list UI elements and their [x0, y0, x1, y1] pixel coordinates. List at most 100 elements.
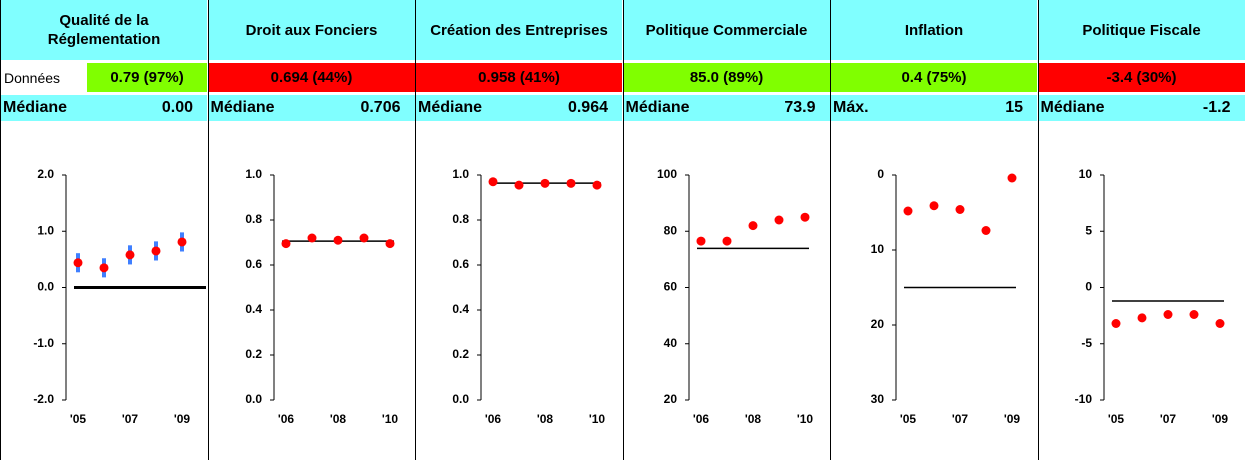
panel-title: Inflation — [831, 0, 1037, 60]
y-tick-label: 0 — [877, 167, 884, 181]
point — [73, 258, 83, 268]
y-tick-label: 0.0 — [37, 280, 54, 294]
y-tick-label: 0.2 — [452, 347, 469, 361]
x-tick-label: '06 — [485, 412, 502, 426]
panel: Politique Fiscale -3.4 (30%) Médiane -1.2 -1… — [1037, 0, 1245, 460]
point — [151, 246, 161, 256]
median-value: 0.964 — [567, 99, 608, 116]
x-tick-label: '06 — [692, 412, 709, 426]
point — [540, 178, 550, 188]
median-value: -1.2 — [1202, 99, 1231, 116]
point — [385, 239, 394, 249]
y-tick-label: 30 — [871, 392, 885, 406]
status-value: 0.79 (97%) — [87, 63, 207, 92]
y-tick-label: -5 — [1081, 336, 1092, 350]
y-tick-label: 0.6 — [452, 257, 469, 271]
median-row: Médiane 0.00 — [1, 95, 207, 121]
point — [1163, 310, 1172, 319]
median-label: Máx. — [833, 99, 869, 116]
panel: Qualité de la Réglementation 0.79 (97%) Do… — [0, 0, 207, 460]
x-tick-label: '05 — [70, 412, 87, 426]
panel-title: Droit aux Fonciers — [208, 0, 415, 60]
y-tick-label: 100 — [656, 167, 676, 181]
x-tick-label: '08 — [744, 412, 761, 426]
y-tick-label: 0.2 — [245, 347, 262, 361]
point — [800, 212, 809, 222]
x-tick-label: '07 — [952, 412, 969, 426]
x-tick-label: '09 — [174, 412, 191, 426]
point — [592, 180, 602, 190]
median-value: 15 — [1005, 99, 1023, 116]
y-tick-label: 60 — [663, 280, 677, 294]
x-tick-label: '10 — [589, 412, 606, 426]
x-tick-label: '07 — [1159, 412, 1176, 426]
y-tick-label: 20 — [871, 317, 885, 331]
point — [177, 237, 187, 247]
chart: -10 -5 0 5 10 '05 '07 '09 — [1074, 167, 1228, 426]
y-tick-label: 1.0 — [452, 167, 469, 181]
y-tick-label: 0.6 — [245, 257, 262, 271]
point — [1137, 313, 1146, 323]
panel: Droit aux Fonciers 0.694 (44%) Médiane 0.70… — [207, 0, 415, 460]
point — [929, 201, 939, 211]
chart: -2.0 -1.0 0.0 1.0 2.0 '05 '07 '09 — [33, 167, 206, 426]
point — [359, 233, 368, 243]
panel-title: Politique Commerciale — [623, 0, 830, 60]
y-tick-label: 10 — [1078, 167, 1092, 181]
panel-title: Politique Fiscale — [1038, 0, 1245, 60]
x-tick-label: '09 — [1211, 412, 1228, 426]
point — [955, 205, 965, 214]
y-tick-label: 0 — [1085, 280, 1092, 294]
point — [1007, 173, 1017, 183]
chart: 20 40 60 80 100 '06 '08 '10 — [656, 167, 813, 426]
data-label: Données — [1, 63, 87, 92]
y-tick-label: 1.0 — [37, 223, 54, 237]
x-tick-label: '09 — [1004, 412, 1021, 426]
panel-title: Qualité de la Réglementation — [1, 0, 207, 60]
panel-title: Création des Entreprises — [416, 0, 622, 60]
status-value: 85.0 (89%) — [623, 63, 830, 92]
panel: Politique Commerciale 85.0 (89%) Médiane 73… — [622, 0, 830, 460]
median-row: Médiane 0.706 — [208, 95, 415, 121]
x-tick-label: '08 — [329, 412, 346, 426]
y-tick-label: 1.0 — [245, 167, 262, 181]
status-value: 0.4 (75%) — [831, 63, 1037, 92]
point — [1215, 319, 1224, 328]
y-tick-label: 0.0 — [452, 392, 469, 406]
status-value: 0.694 (44%) — [208, 63, 415, 92]
y-tick-label: 2.0 — [37, 167, 54, 181]
median-row: Máx. 15 — [831, 95, 1037, 121]
median-value: 0.706 — [360, 99, 401, 116]
point — [99, 263, 109, 273]
median-label: Médiane — [418, 99, 483, 116]
point — [1111, 319, 1120, 328]
point — [488, 177, 498, 187]
point — [981, 226, 991, 235]
status-value: 0.958 (41%) — [416, 63, 622, 92]
median-label: Médiane — [3, 99, 68, 116]
median-value: 0.00 — [161, 99, 193, 116]
point — [722, 236, 731, 246]
x-tick-label: '08 — [537, 412, 554, 426]
point — [1189, 310, 1198, 319]
y-tick-label: 5 — [1085, 223, 1092, 237]
median-row: Médiane 0.964 — [416, 95, 622, 121]
y-tick-label: 80 — [663, 223, 677, 237]
point — [696, 236, 705, 246]
y-tick-label: 10 — [871, 242, 885, 256]
y-tick-label: 20 — [663, 392, 677, 406]
point — [333, 235, 342, 245]
y-tick-label: 0.8 — [452, 212, 469, 226]
chart: 0.0 0.2 0.4 0.6 0.8 1.0 '06 '08 '10 — [452, 167, 606, 426]
median-label: Médiane — [210, 99, 275, 116]
median-label: Médiane — [625, 99, 690, 116]
point — [748, 221, 757, 231]
chart: 0 10 20 30 '05 '07 '09 — [871, 167, 1021, 426]
median-value: 73.9 — [784, 99, 816, 116]
y-tick-label: -2.0 — [33, 392, 54, 406]
x-tick-label: '06 — [277, 412, 294, 426]
y-tick-label: -10 — [1074, 392, 1092, 406]
x-tick-label: '10 — [796, 412, 813, 426]
point — [566, 178, 576, 188]
